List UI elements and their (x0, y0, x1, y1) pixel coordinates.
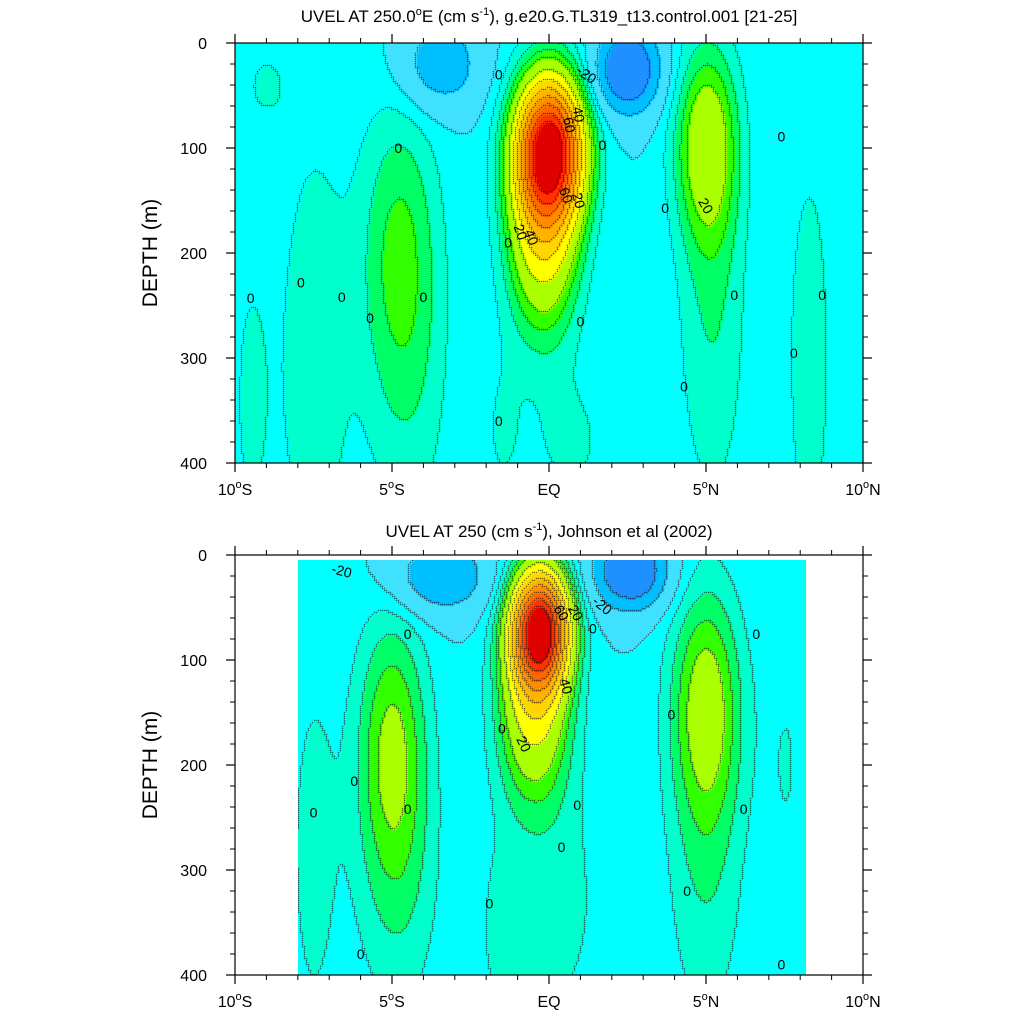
contour-label: 0 (752, 626, 760, 642)
panel-observed-field (298, 560, 806, 975)
y-tick-label: 200 (180, 246, 207, 263)
y-tick-label: 0 (198, 548, 207, 565)
x-tick-label: 5oS (379, 479, 405, 499)
x-tick-label: 10oN (845, 479, 880, 499)
contour-label: 0 (495, 413, 503, 429)
contour-label: 0 (394, 140, 402, 156)
y-tick-label: 400 (180, 968, 207, 985)
contour-label: 20 (695, 195, 717, 217)
panel-title-observed: UVEL AT 250 (cm s-1), Johnson et al (200… (386, 521, 713, 541)
contour-label: 0 (495, 67, 503, 83)
contour-label: 0 (680, 378, 688, 394)
contour-label: 0 (589, 621, 597, 637)
contour-label: -20 (330, 560, 354, 581)
y-tick-label: 400 (180, 456, 207, 473)
contour-label: 0 (558, 839, 566, 855)
contour-label: 20 (513, 734, 534, 755)
contour-label: 0 (790, 345, 798, 361)
contour-label: 0 (661, 200, 669, 216)
x-tick-label: 10oS (218, 991, 253, 1011)
contour-label: 40 (557, 677, 577, 696)
y-axis-label-observed: DEPTH (m) (139, 711, 162, 820)
x-tick-label: 5oN (693, 991, 720, 1011)
contour-label: 0 (683, 883, 691, 899)
contour-label: 0 (777, 128, 785, 144)
contour-label: 20 (511, 222, 531, 242)
contour-label: 60 (560, 116, 578, 134)
panel-model: UVEL AT 250.0oE (cm s-1), g.e20.G.TL319_… (139, 6, 881, 499)
contour-label: 0 (668, 707, 676, 723)
contour-label: 0 (357, 946, 365, 962)
y-tick-label: 100 (180, 141, 207, 158)
panel-model-field (235, 43, 863, 463)
x-tick-label: 10oS (218, 479, 253, 499)
contour-label: 0 (310, 804, 318, 820)
contour-field-image (298, 560, 806, 975)
y-tick-label: 300 (180, 351, 207, 368)
contour-label: 0 (577, 313, 585, 329)
y-tick-label: 200 (180, 758, 207, 775)
contour-label: 0 (598, 137, 606, 153)
x-tick-label: 10oN (845, 991, 880, 1011)
contour-label: 0 (485, 896, 493, 912)
contour-label: 0 (730, 287, 738, 303)
contour-label: 0 (338, 289, 346, 305)
contour-label: 0 (504, 235, 512, 251)
y-tick-label: 100 (180, 653, 207, 670)
contour-label: 0 (366, 310, 374, 326)
y-axis-label-model: DEPTH (m) (139, 199, 162, 308)
contour-label: 0 (297, 274, 305, 290)
x-tick-label: 5oN (693, 479, 720, 499)
contour-label: 0 (573, 797, 581, 813)
y-tick-label: 300 (180, 863, 207, 880)
contour-label: 0 (498, 720, 506, 736)
contour-label: 0 (404, 801, 412, 817)
x-tick-label: EQ (537, 482, 560, 499)
contour-field-image (235, 43, 863, 463)
panel-title-model: UVEL AT 250.0oE (cm s-1), g.e20.G.TL319_… (301, 6, 798, 26)
contour-label: 0 (777, 957, 785, 973)
contour-label: 0 (247, 290, 255, 306)
contour-label: 60 (556, 185, 576, 205)
contour-label: 0 (818, 287, 826, 303)
contour-label: 40 (570, 105, 588, 123)
panel-observed: UVEL AT 250 (cm s-1), Johnson et al (200… (139, 521, 881, 1011)
y-tick-label: 0 (198, 36, 207, 53)
contour-label: 0 (740, 801, 748, 817)
contour-label: 60 (551, 602, 573, 624)
x-tick-label: 5oS (379, 991, 405, 1011)
contour-label: 20 (569, 191, 589, 210)
contour-label: 0 (404, 626, 412, 642)
x-tick-label: EQ (537, 994, 560, 1011)
contour-label: 0 (350, 773, 358, 789)
contour-label: 40 (522, 227, 542, 247)
contour-label: 0 (420, 289, 428, 305)
contour-label: 20 (565, 602, 587, 624)
